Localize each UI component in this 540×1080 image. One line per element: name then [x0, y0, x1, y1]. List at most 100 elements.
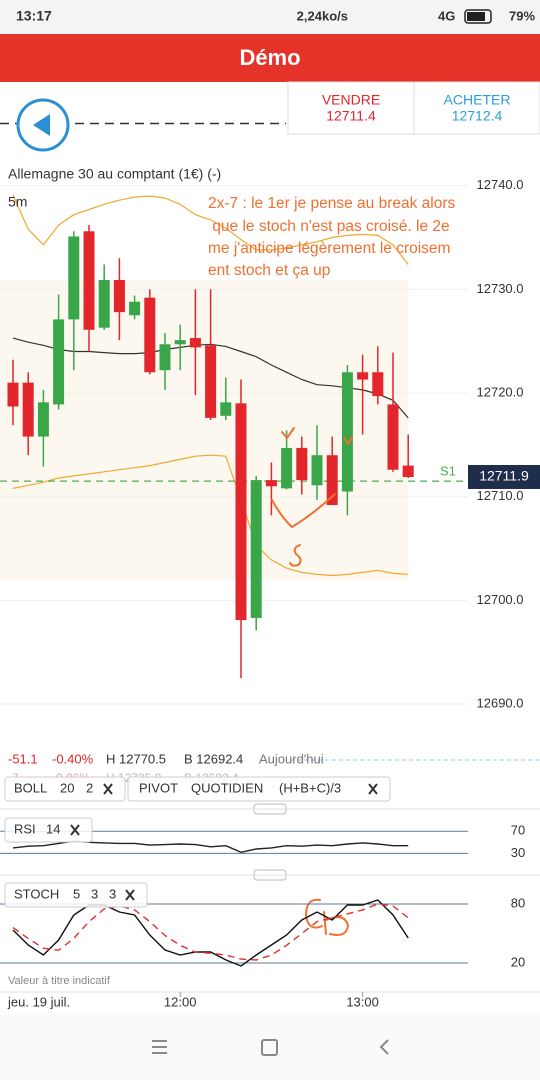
candle-body: [83, 231, 95, 330]
candle-body: [250, 480, 262, 618]
rsi-box[interactable]: [4, 817, 93, 843]
candle-body: [98, 280, 110, 328]
x-axis: 12:00 13:00: [164, 992, 379, 1009]
price-tag-label: 12711.9: [479, 468, 529, 484]
stoch-name: STOCH: [14, 886, 59, 901]
back-arrow: [33, 114, 50, 136]
scribble-v: [271, 493, 336, 529]
close-icon[interactable]: [368, 783, 378, 795]
y-tick-label: 12700.0: [477, 592, 524, 607]
candle-body: [326, 455, 338, 505]
rsi-name: RSI: [14, 821, 36, 836]
battery-icon: [464, 9, 492, 24]
candle-body: [37, 402, 49, 437]
candle-body: [53, 319, 65, 405]
high: H 12770.5: [106, 751, 166, 766]
y-tick-label: 12710.0: [477, 488, 524, 503]
y-tick-label: 12730.0: [477, 281, 524, 296]
stoch-box[interactable]: [4, 882, 148, 908]
scribble-s: [289, 544, 302, 567]
timeframe: 5m: [8, 194, 27, 210]
band-upper: [12, 194, 409, 265]
status-time: 13:17: [16, 8, 52, 24]
pivot-box[interactable]: [127, 776, 391, 802]
pivot-param: QUOTIDIEN: [191, 780, 263, 795]
back-nav-button[interactable]: [379, 1039, 389, 1055]
candle-body: [402, 465, 414, 477]
menu-button[interactable]: [152, 1040, 167, 1054]
header-bar: [0, 34, 540, 82]
buy-button[interactable]: [413, 81, 540, 135]
boll-name: BOLL: [14, 780, 47, 795]
candle-body: [357, 372, 369, 380]
buy-price: 12712.4: [452, 108, 503, 124]
close-icon[interactable]: [70, 824, 80, 836]
status-network: 4G: [438, 8, 455, 23]
candle-body: [311, 455, 323, 486]
status-bar: [0, 0, 540, 34]
stoch-param: 3: [91, 886, 98, 901]
y-tick-label: 20: [511, 954, 525, 969]
x-tick-label: 13:00: [346, 994, 379, 1009]
candle-body: [296, 447, 308, 481]
y-tick-label: 12740.0: [477, 177, 524, 192]
buy-label: ACHETER: [444, 92, 511, 108]
candle-body: [220, 402, 232, 416]
y-tick-label: 12690.0: [477, 695, 524, 710]
indicator-line: [12, 899, 409, 967]
stoch-param: 3: [109, 886, 116, 901]
date-label: jeu. 19 juil.: [7, 994, 70, 1009]
home-button[interactable]: [261, 1039, 278, 1056]
candle-body: [372, 372, 384, 397]
indicator-line: [12, 840, 409, 854]
candle-body: [281, 447, 293, 489]
header-title: Démo: [239, 45, 300, 70]
candle-body: [341, 372, 353, 492]
x-tick-label: 12:00: [164, 994, 197, 1009]
band-lower: [12, 454, 409, 577]
scribble-check: [343, 436, 353, 446]
main-chart: 12690.0 12700.0 12710.0 12720.0 12730.0 12740…: [0, 122, 540, 710]
y-tick-label: 30: [511, 845, 525, 860]
annotation-line: me j'anticipe légèrement le croisem: [208, 240, 450, 257]
candle-body: [22, 382, 34, 437]
candle-body: [265, 480, 277, 487]
session-shade: [0, 280, 408, 580]
candle-body: [113, 280, 125, 313]
price-tag: [468, 464, 540, 489]
y-tick-label: 70: [511, 823, 525, 838]
candle-body: [7, 382, 19, 407]
indicator-line: [12, 903, 409, 961]
close-icon[interactable]: [125, 889, 135, 901]
sell-button[interactable]: [287, 81, 415, 135]
boll-box[interactable]: [4, 776, 126, 802]
boll-param: 20: [60, 780, 74, 795]
change-pct: -0.40%: [52, 751, 94, 766]
y-tick-label: 12720.0: [477, 384, 524, 399]
candle-body: [68, 236, 80, 320]
rsi-param: 14: [46, 821, 60, 836]
candle-body: [129, 301, 141, 316]
scribble-check: [281, 427, 295, 440]
annotation-line: ent stoch et ça up: [208, 262, 330, 279]
pivot-param: (H+B+C)/3: [279, 780, 341, 795]
disclaimer: Valeur à titre indicatif: [8, 975, 111, 987]
boll-param: 2: [86, 780, 93, 795]
annotation-line: que le stoch n'est pas croisé. le 2e: [208, 218, 450, 235]
candle-body: [144, 297, 156, 373]
close-icon[interactable]: [103, 783, 113, 795]
candle-body: [387, 404, 399, 470]
annotation-line: 2x-7 : le 1er je pense au break alors: [208, 195, 456, 212]
candle-body: [205, 345, 217, 418]
change: -51.1: [8, 751, 38, 766]
candle-body: [159, 344, 171, 371]
candle-body: [189, 338, 201, 348]
period: Aujourd'hui: [259, 751, 324, 766]
instrument-name: Allemagne 30 au comptant (1€) (-): [8, 166, 221, 182]
status-speed: 2,24ko/s: [297, 8, 348, 23]
nav-bar: [0, 1015, 540, 1080]
sell-price: 12711.4: [326, 108, 376, 124]
battery-level: [467, 12, 485, 21]
